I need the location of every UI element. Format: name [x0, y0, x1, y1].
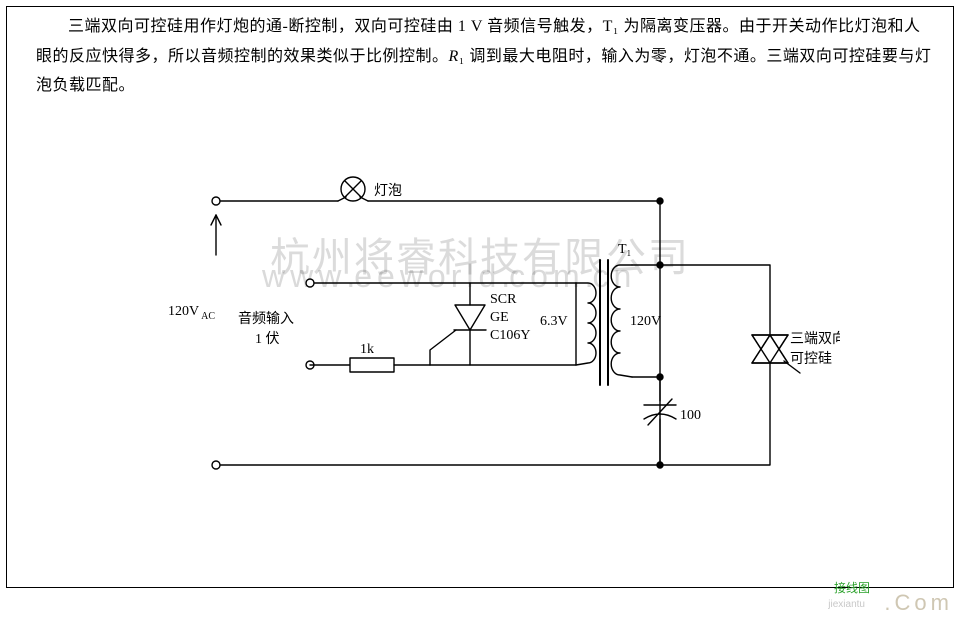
r1-value-label: 1k [360, 342, 374, 357]
description-paragraph: 三端双向可控硅用作灯炮的通-断控制，双向可控硅由 1 V 音频信号触发，T₁ 为… [36, 12, 932, 101]
audio-in-label-2: 1 伏 [255, 331, 280, 347]
circuit-diagram: 灯泡 120VAC 音频输入 1 伏 1k SCR GE C106Y T₁ 6.… [120, 165, 840, 505]
triac-label-2: 可控硅 [790, 351, 832, 367]
transformer-name: T₁ [618, 242, 631, 257]
audio-in-label-1: 音频输入 [238, 310, 294, 327]
footer-green-text: 接线图 [834, 579, 870, 596]
supply-label: 120VAC [168, 304, 215, 322]
scr-label-2: GE [490, 310, 509, 325]
transformer-secondary-v: 120V [630, 314, 661, 329]
transformer-primary-v: 6.3V [540, 314, 568, 329]
lamp-label: 灯泡 [374, 183, 402, 199]
triac-label-1: 三端双向 [790, 331, 840, 347]
footer-tiny-text: jiexiantu [828, 599, 865, 610]
footer-logo: . C o m [883, 590, 950, 616]
scr-label-1: SCR [490, 292, 517, 307]
scr-label-3: C106Y [490, 328, 530, 343]
fuse-label: 100 [680, 408, 701, 423]
